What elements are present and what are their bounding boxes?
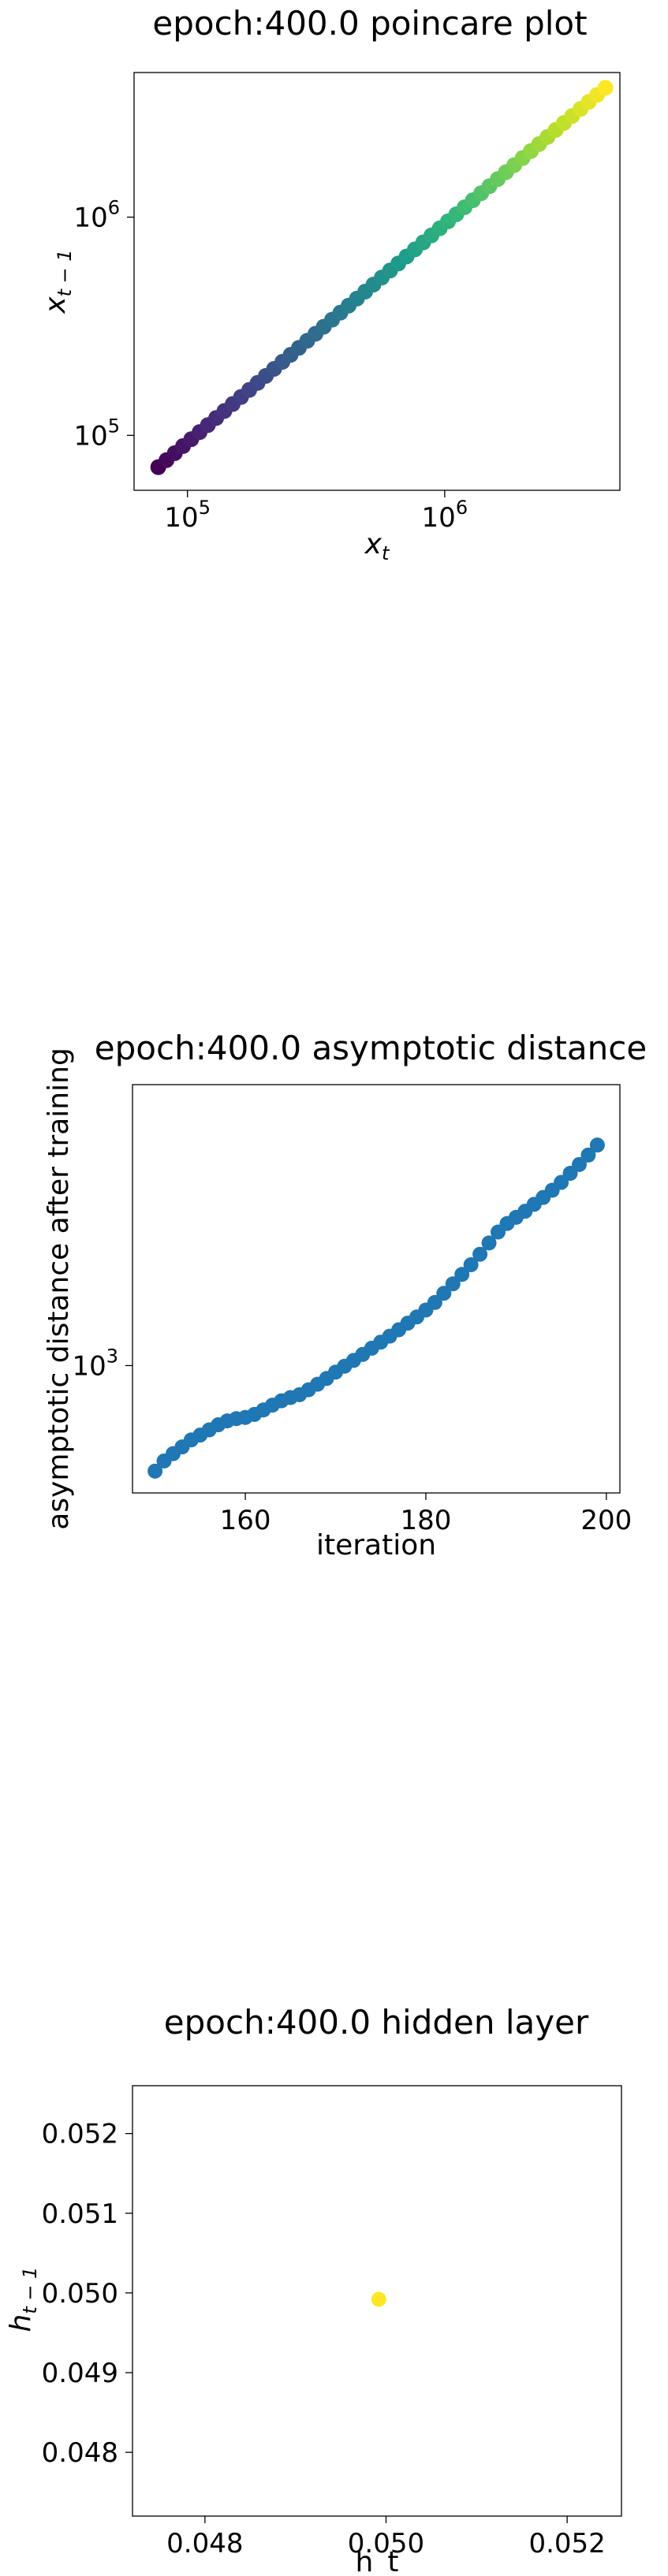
data-point (445, 1276, 461, 1292)
plot-frame (132, 1084, 621, 1494)
x-tick-label: 200 (580, 1505, 632, 1536)
y-axis: 0.048 0.049 0.050 0.051 0.052 (42, 2119, 132, 2469)
x-axis-label: iteration (316, 1529, 436, 1562)
x-tick-label: 160 (220, 1505, 271, 1536)
x-tick-label: 0.048 (166, 2528, 243, 2559)
y-tick-label: 103 (72, 1345, 118, 1382)
x-axis: 0.048 0.050 0.052 (166, 2516, 606, 2559)
hidden-layer-chart: epoch:400.0 hidden layer 0.048 0.050 0.052… (5, 2003, 622, 2576)
data-point (436, 1286, 452, 1301)
data-point (147, 1463, 163, 1479)
y-axis: 105 106 (73, 196, 134, 452)
asymptotic-distance-chart: epoch:400.0 asymptotic distance 160 180 20… (43, 1029, 647, 1562)
data-point (481, 1235, 497, 1251)
poincare-plot-chart: epoch:400.0 poincare plot 105 106 105106 … (39, 4, 621, 564)
y-axis-label: ht − 1 (5, 2267, 41, 2332)
scatter-points (147, 1137, 605, 1479)
chart-title: epoch:400.0 poincare plot (152, 4, 587, 43)
scatter-points (371, 2291, 386, 2307)
data-point (554, 1174, 569, 1190)
data-point (589, 1137, 605, 1153)
y-axis-label: asymptotic distance after training (43, 1048, 75, 1530)
data-point (371, 2291, 386, 2307)
x-axis-label: xt (364, 528, 390, 564)
y-tick-label: 0.048 (42, 2437, 118, 2469)
data-point (427, 1294, 442, 1310)
y-tick-label: 106 (73, 196, 120, 233)
scatter-points (150, 80, 614, 475)
y-axis: 103 (72, 1345, 132, 1382)
chart-title: epoch:400.0 hidden layer (164, 2003, 589, 2042)
x-tick-label: 0.052 (528, 2528, 605, 2559)
x-axis-label: h_t (356, 2546, 399, 2576)
x-axis: 160 180 200 (220, 1493, 632, 1536)
y-tick-label: 0.050 (42, 2278, 118, 2310)
y-tick-label: 0.049 (42, 2358, 118, 2389)
x-axis: 105 106 (164, 490, 468, 534)
x-tick-label: 105 (164, 497, 211, 534)
x-tick-label: 180 (400, 1505, 451, 1536)
data-point (472, 1246, 488, 1262)
y-tick-label: 105 (73, 415, 120, 452)
x-tick-label: 106 (422, 497, 468, 534)
data-point (580, 1147, 596, 1163)
plot-frame (133, 72, 621, 491)
chart-title: epoch:400.0 asymptotic distance (95, 1029, 647, 1067)
y-tick-label: 0.052 (42, 2119, 118, 2150)
data-point (597, 80, 614, 96)
plot-frame (132, 2085, 622, 2517)
y-tick-label: 0.051 (42, 2198, 118, 2230)
data-point (572, 1156, 587, 1172)
data-point (463, 1257, 479, 1273)
y-axis-label: xt − 1 (39, 249, 76, 314)
x-tick-label: 0.050 (348, 2528, 424, 2559)
data-point (454, 1267, 470, 1282)
